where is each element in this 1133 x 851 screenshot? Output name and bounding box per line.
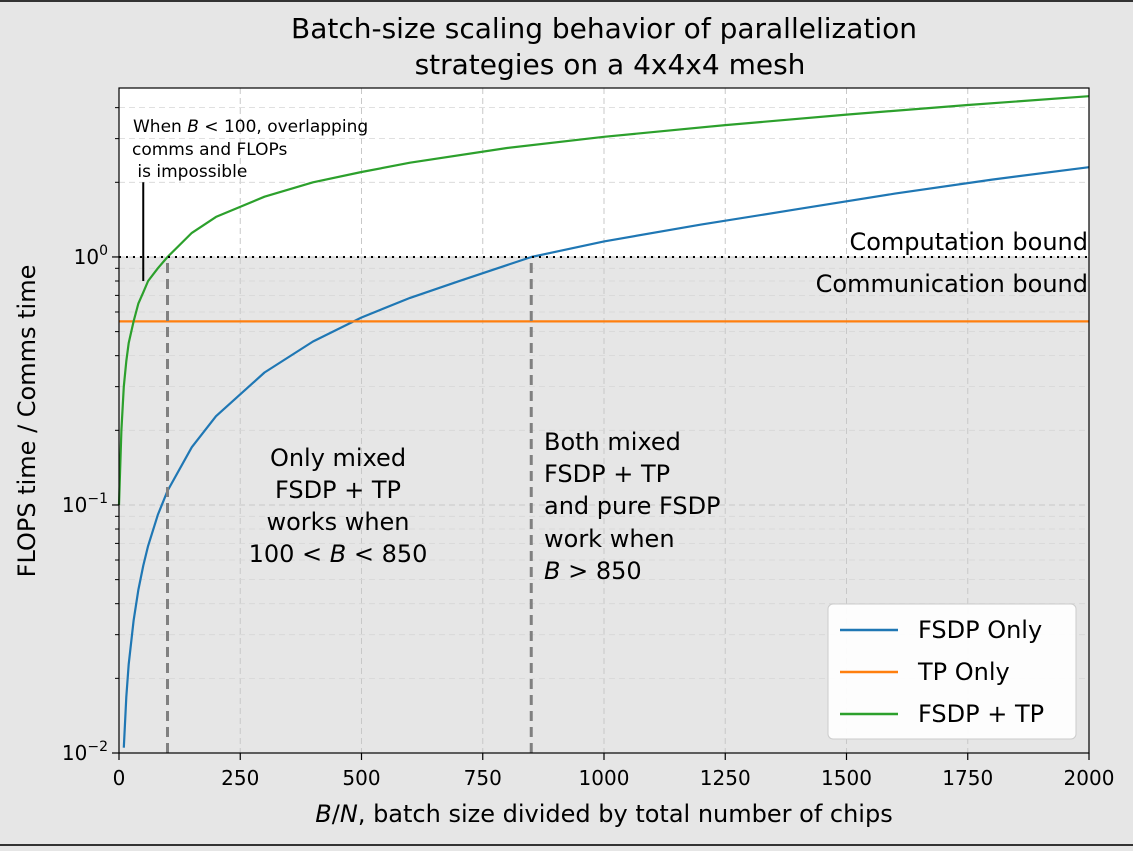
mixed-only-line-2: FSDP + TP <box>275 476 401 504</box>
y-tick-label: 10−2 <box>62 739 108 765</box>
x-tick-label: 1250 <box>700 766 751 790</box>
both-work-threshold: > 850 <box>560 557 641 585</box>
chart-title-line-1: Batch-size scaling behavior of paralleli… <box>291 12 917 45</box>
x-tick-label: 250 <box>221 766 259 790</box>
legend-label-1: FSDP Only <box>918 616 1042 644</box>
y-tick-exponent: 0 <box>99 243 108 259</box>
mixed-only-var: B <box>330 540 346 568</box>
y-tick-label: 100 <box>74 243 108 269</box>
overlap-note-line-2: comms and FLOPs <box>132 140 287 160</box>
x-label-var-b: B <box>315 800 331 828</box>
both-work-line-2: FSDP + TP <box>544 460 670 488</box>
mixed-only-range-end: < 850 <box>346 540 427 568</box>
y-axis-label: FLOPS time / Comms time <box>13 265 41 578</box>
overlap-note-suffix: < 100, overlapping <box>199 117 368 137</box>
y-tick-exponent: −1 <box>87 491 108 507</box>
both-work-line-4: work when <box>544 525 675 553</box>
legend-label-3: FSDP + TP <box>918 700 1044 728</box>
x-tick-label: 2000 <box>1064 766 1115 790</box>
y-tick-exponent: −2 <box>87 739 108 755</box>
both-work-var: B <box>544 557 560 585</box>
series-lines <box>117 95 1090 748</box>
legend-box <box>827 603 1077 740</box>
x-label-slash: / <box>332 800 341 828</box>
overlap-note-line-1: When B < 100, overlapping <box>133 117 368 137</box>
legend: FSDP Only TP Only FSDP + TP <box>827 603 1077 740</box>
x-tick-label: 500 <box>342 766 380 790</box>
series-line-3 <box>117 95 1090 506</box>
both-work-line-5: B > 850 <box>544 557 642 585</box>
both-work-line-3: and pure FSDP <box>544 492 721 520</box>
mixed-only-line-4: 100 < B < 850 <box>249 540 428 568</box>
x-tick-label: 1750 <box>942 766 993 790</box>
communication-bound-label: Communication bound <box>816 270 1088 298</box>
mixed-only-line-1: Only mixed <box>270 444 406 472</box>
chart-title-line-2: strategies on a 4x4x4 mesh <box>415 48 806 81</box>
x-tick-label: 750 <box>464 766 502 790</box>
overlap-note-prefix: When <box>133 117 187 137</box>
x-tick-label: 1500 <box>821 766 872 790</box>
mixed-only-line-3: works when <box>266 508 409 536</box>
x-axis-label: B/N, batch size divided by total number … <box>315 800 892 828</box>
x-label-var-n: N <box>340 800 358 828</box>
overlap-note-var: B <box>187 117 199 137</box>
legend-label-2: TP Only <box>917 658 1010 686</box>
x-tick-label: 1000 <box>579 766 630 790</box>
y-tick-base: 10 <box>62 741 87 765</box>
x-label-rest: , batch size divided by total number of … <box>358 800 893 828</box>
mixed-only-range-start: 100 < <box>249 540 330 568</box>
x-tick-label: 0 <box>113 766 126 790</box>
y-tick-base: 10 <box>74 245 99 269</box>
x-axis-ticks: 0 250 500 750 1000 1250 1500 1750 2000 <box>113 753 1115 790</box>
overlap-note-line-3: is impossible <box>132 162 247 182</box>
y-tick-base: 10 <box>62 493 87 517</box>
both-work-line-1: Both mixed <box>544 428 681 456</box>
series-line-1 <box>122 166 1090 748</box>
reference-lines <box>119 182 1089 753</box>
y-tick-label: 10−1 <box>62 491 108 517</box>
computation-bound-label: Computation bound <box>849 228 1088 256</box>
